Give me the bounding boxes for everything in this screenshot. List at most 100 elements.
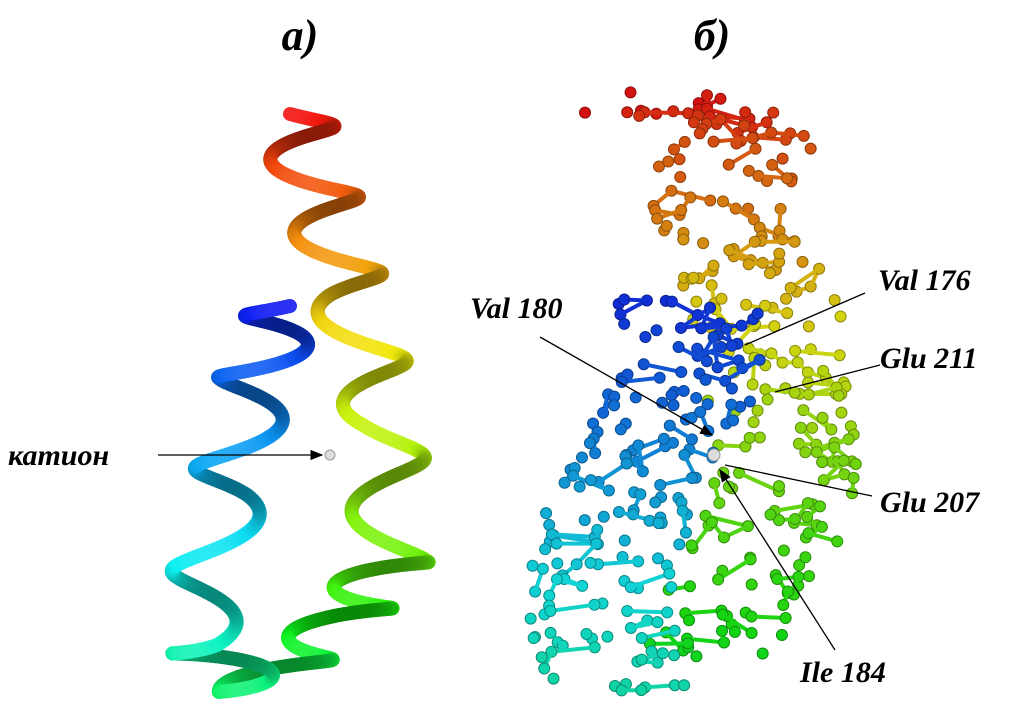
atom [653, 518, 664, 529]
atom [789, 387, 800, 398]
atom [752, 405, 763, 416]
atom [544, 590, 555, 601]
atom [540, 544, 551, 555]
bond [550, 605, 594, 611]
atom [669, 650, 680, 661]
annotation: Glu 211 [880, 342, 978, 375]
atom [619, 535, 630, 546]
ball-and-stick-model [525, 87, 861, 696]
atom [765, 509, 776, 520]
atom [752, 308, 763, 319]
atom [615, 424, 626, 435]
atom [782, 173, 793, 184]
atom [651, 325, 662, 336]
atom [640, 332, 651, 343]
atom [717, 625, 728, 636]
atom [790, 345, 801, 356]
atom [778, 545, 789, 556]
atom [680, 527, 691, 538]
atom [762, 394, 773, 405]
atom [584, 438, 595, 449]
atom [836, 407, 847, 418]
annotation: Val 180 [470, 292, 563, 325]
atom [676, 367, 687, 378]
atom [658, 433, 669, 444]
atom [636, 685, 647, 696]
atom [764, 268, 775, 279]
figure: а) б) катион Val 180 Val 176 Glu 211 Glu… [0, 0, 1027, 707]
atom [774, 481, 785, 492]
atom [817, 457, 828, 468]
atom [708, 260, 719, 271]
atom [537, 563, 548, 574]
atom [800, 552, 811, 563]
atom [666, 390, 677, 401]
atom [744, 396, 755, 407]
atom [674, 539, 685, 550]
atom [622, 107, 633, 118]
annotation: Val 176 [878, 264, 971, 297]
atom [848, 472, 859, 483]
atom [619, 318, 630, 329]
atom [684, 615, 695, 626]
atom [715, 93, 726, 104]
bond [795, 351, 840, 355]
atom [767, 159, 778, 170]
atom [768, 107, 779, 118]
atom [673, 342, 684, 353]
panel-label: б) [694, 11, 731, 60]
atom [655, 480, 666, 491]
atom [803, 321, 814, 332]
atom [685, 581, 696, 592]
atom [728, 415, 739, 426]
bond [552, 534, 595, 536]
atom [774, 248, 785, 259]
helix-ribbon [172, 114, 429, 692]
atom [619, 294, 630, 305]
atom [528, 633, 539, 644]
atom [716, 293, 727, 304]
atom [832, 536, 843, 547]
atom [585, 475, 596, 486]
atom [636, 633, 647, 644]
atom [621, 458, 632, 469]
ribbon-segment [285, 306, 290, 307]
atom [666, 582, 677, 593]
atom [757, 648, 768, 659]
atom [698, 238, 709, 249]
atom [747, 379, 758, 390]
atom [581, 628, 592, 639]
atom [541, 508, 552, 519]
atom [691, 392, 702, 403]
atom [778, 599, 789, 610]
atom [602, 631, 613, 642]
atom [661, 220, 672, 231]
atom [609, 400, 620, 411]
atom [714, 498, 725, 509]
atom [686, 413, 697, 424]
atom [741, 299, 752, 310]
atom [833, 390, 844, 401]
bond [631, 574, 670, 587]
atom [652, 213, 663, 224]
atom [781, 293, 792, 304]
annotation: Glu 207 [880, 486, 980, 519]
atom [748, 417, 759, 428]
atom [579, 515, 590, 526]
atom [539, 663, 550, 674]
atom [726, 383, 737, 394]
atom [574, 481, 585, 492]
atom [717, 196, 728, 207]
atom [740, 107, 751, 118]
atom [527, 560, 538, 571]
atom [691, 651, 702, 662]
atom [636, 654, 647, 665]
bond [645, 112, 689, 113]
atom [850, 458, 861, 469]
atom [795, 422, 806, 433]
bond [627, 611, 667, 612]
atom [576, 452, 587, 463]
atom [664, 568, 675, 579]
atom [700, 374, 711, 385]
atom [585, 557, 596, 568]
